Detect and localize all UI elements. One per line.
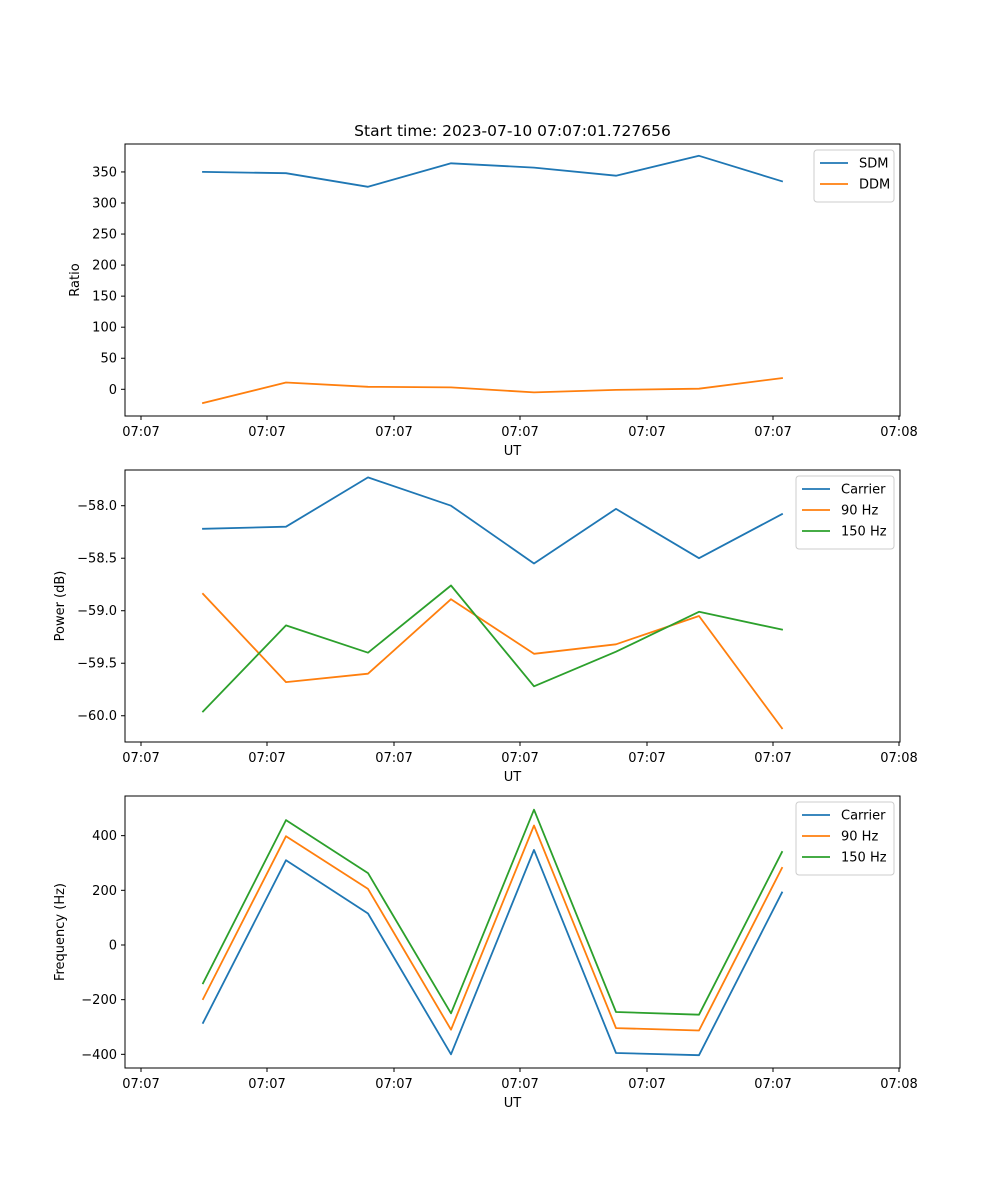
- y-axis-label: Frequency (Hz): [53, 883, 68, 981]
- y-tick-label: −59.5: [77, 657, 117, 672]
- x-tick-label: 07:07: [754, 425, 791, 440]
- series-line-ddm: [201, 377, 784, 405]
- legend-label: 90 Hz: [841, 504, 878, 519]
- y-tick-label: −400: [81, 1048, 117, 1063]
- y-tick-label: −58.5: [77, 552, 117, 567]
- y-tick-label: 400: [92, 829, 117, 844]
- x-tick-label: 07:07: [628, 751, 665, 766]
- x-tick-label: 07:07: [501, 1077, 538, 1092]
- legend-label: DDM: [859, 178, 890, 193]
- series-line-90-hz: [201, 824, 784, 1032]
- y-tick-label: 200: [92, 884, 117, 899]
- y-tick-label: −60.0: [77, 709, 117, 724]
- x-tick-label: 07:07: [248, 751, 285, 766]
- series-line-90-hz: [201, 592, 784, 730]
- y-tick-label: 350: [92, 165, 117, 180]
- y-tick-label: 200: [92, 259, 117, 274]
- axes-frame: [124, 469, 901, 743]
- chart-panel-2: 07:07 07:07 07:07 07:07 07:07 07:07 07:08 −58.0…: [53, 469, 918, 785]
- y-tick-label: −200: [81, 993, 117, 1008]
- y-tick-label: 0: [109, 938, 117, 953]
- series-line-150-hz: [201, 584, 784, 713]
- series-line-sdm: [202, 154, 784, 188]
- x-tick-label: 07:07: [501, 751, 538, 766]
- x-tick-label: 07:07: [375, 1077, 412, 1092]
- x-tick-label: 07:08: [880, 425, 917, 440]
- x-tick-label: 07:07: [754, 1077, 791, 1092]
- x-tick-label: 07:07: [122, 751, 159, 766]
- y-tick-label: −59.0: [77, 604, 117, 619]
- chart-panel-3: 07:07 07:07 07:07 07:07 07:07 07:07 07:08 −400 −…: [53, 795, 918, 1111]
- series-line-150-hz: [201, 808, 784, 1016]
- x-tick-label: 07:07: [754, 751, 791, 766]
- x-tick-label: 07:08: [880, 751, 917, 766]
- legend-label: Carrier: [841, 483, 886, 498]
- x-axis-label: UT: [504, 1096, 522, 1111]
- legend: Carrier 90 Hz 150 Hz: [795, 475, 895, 550]
- x-tick-label: 07:08: [880, 1077, 917, 1092]
- x-tick-label: 07:07: [375, 425, 412, 440]
- x-tick-label: 07:07: [628, 425, 665, 440]
- x-tick-label: 07:07: [122, 1077, 159, 1092]
- chart-panel-1: Start time: 2023-07-10 07:07:01.727656 07…: [68, 122, 918, 459]
- legend-label: 150 Hz: [841, 851, 887, 866]
- y-tick-label: 150: [92, 290, 117, 305]
- x-tick-label: 07:07: [248, 425, 285, 440]
- y-axis-label: Power (dB): [53, 571, 68, 642]
- y-tick-label: 100: [92, 321, 117, 336]
- y-tick-label: 300: [92, 196, 117, 211]
- x-tick-label: 07:07: [122, 425, 159, 440]
- x-tick-label: 07:07: [248, 1077, 285, 1092]
- series-line-carrier: [201, 849, 784, 1057]
- chart-title: Start time: 2023-07-10 07:07:01.727656: [354, 122, 671, 140]
- x-axis-label: UT: [504, 770, 522, 785]
- x-tick-label: 07:07: [628, 1077, 665, 1092]
- y-axis-label: Ratio: [68, 263, 83, 296]
- axes-frame: [124, 795, 901, 1069]
- legend-label: 150 Hz: [841, 525, 887, 540]
- legend-label: Carrier: [841, 809, 886, 824]
- y-tick-label: −58.0: [77, 499, 117, 514]
- y-tick-label: 50: [100, 352, 117, 367]
- x-axis-label: UT: [504, 444, 522, 459]
- y-tick-label: 250: [92, 228, 117, 243]
- legend: Carrier 90 Hz 150 Hz: [795, 801, 895, 876]
- x-tick-label: 07:07: [375, 751, 412, 766]
- legend-label: SDM: [859, 157, 888, 172]
- series-line-carrier: [202, 476, 784, 565]
- legend: SDM DDM: [813, 149, 895, 203]
- legend-label: 90 Hz: [841, 830, 878, 845]
- y-tick-label: 0: [109, 383, 117, 398]
- axes-frame: [124, 143, 901, 417]
- x-tick-label: 07:07: [501, 425, 538, 440]
